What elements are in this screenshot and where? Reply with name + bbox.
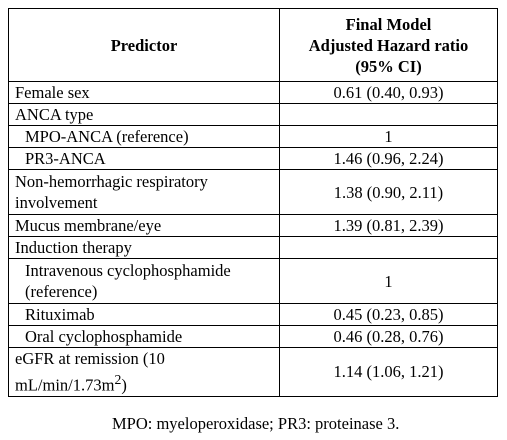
header-hr-line: Adjusted Hazard ratio — [308, 35, 469, 55]
table-header-row: Predictor Final Model Adjusted Hazard ra… — [8, 8, 498, 82]
hazard-ratio-cell — [279, 236, 498, 259]
table-row: ANCA type — [8, 103, 498, 126]
predictor-cell: Oral cyclophosphamide — [8, 325, 280, 348]
predictor-cell: Female sex — [8, 81, 280, 104]
predictor-cell: eGFR at remission (10 mL/min/1.73m2) — [8, 347, 280, 397]
table-row: PR3-ANCA 1.46 (0.96, 2.24) — [8, 147, 498, 170]
predictor-cell: MPO-ANCA (reference) — [8, 125, 280, 148]
hazard-ratio-table: Predictor Final Model Adjusted Hazard ra… — [8, 8, 498, 397]
header-hr-line: (95% CI) — [355, 56, 422, 76]
predictor-cell: Intravenous cyclophosphamide (reference) — [8, 258, 280, 304]
predictor-group-cell: ANCA type — [8, 103, 280, 126]
hazard-ratio-cell: 0.46 (0.28, 0.76) — [279, 325, 498, 348]
hazard-ratio-cell: 1 — [279, 125, 498, 148]
table-row: Induction therapy — [8, 236, 498, 259]
table-footnote: MPO: myeloperoxidase; PR3: proteinase 3. — [112, 414, 400, 433]
header-predictor: Predictor — [8, 8, 280, 82]
hazard-ratio-cell: 1.38 (0.90, 2.11) — [279, 169, 498, 215]
table-row: Mucus membrane/eye 1.39 (0.81, 2.39) — [8, 214, 498, 237]
predictor-cell: PR3-ANCA — [8, 147, 280, 170]
hazard-ratio-cell: 1.46 (0.96, 2.24) — [279, 147, 498, 170]
predictor-text: eGFR at remission (10 mL/min/1.73m — [15, 349, 165, 395]
hazard-ratio-cell: 1.39 (0.81, 2.39) — [279, 214, 498, 237]
header-hazard-ratio: Final Model Adjusted Hazard ratio (95% C… — [279, 8, 498, 82]
table-row: Intravenous cyclophosphamide (reference)… — [8, 258, 498, 304]
table-row: Rituximab 0.45 (0.23, 0.85) — [8, 303, 498, 326]
predictor-cell: Rituximab — [8, 303, 280, 326]
table-row: Oral cyclophosphamide 0.46 (0.28, 0.76) — [8, 325, 498, 348]
superscript: 2 — [114, 372, 122, 387]
hazard-ratio-cell: 1 — [279, 258, 498, 304]
table-row: MPO-ANCA (reference) 1 — [8, 125, 498, 148]
table-row: Female sex 0.61 (0.40, 0.93) — [8, 81, 498, 104]
hazard-ratio-cell: 0.61 (0.40, 0.93) — [279, 81, 498, 104]
hazard-ratio-cell: 0.45 (0.23, 0.85) — [279, 303, 498, 326]
hazard-ratio-cell: 1.14 (1.06, 1.21) — [279, 347, 498, 397]
predictor-group-cell: Induction therapy — [8, 236, 280, 259]
predictor-cell: Mucus membrane/eye — [8, 214, 280, 237]
hazard-ratio-cell — [279, 103, 498, 126]
table-row: eGFR at remission (10 mL/min/1.73m2) 1.1… — [8, 347, 498, 397]
header-hr-line: Final Model — [345, 14, 432, 34]
predictor-cell: Non-hemorrhagic respiratory involvement — [8, 169, 280, 215]
predictor-text: ) — [121, 375, 127, 395]
table-row: Non-hemorrhagic respiratory involvement … — [8, 169, 498, 215]
